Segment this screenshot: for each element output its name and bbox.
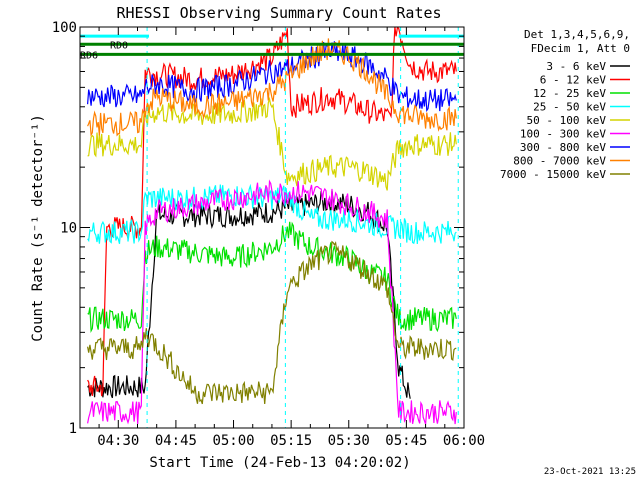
series-line-300-800-kev bbox=[87, 41, 457, 113]
series-line-7000-15000-kev bbox=[87, 240, 457, 405]
axes-group: 04:30 04:45 05:00 05:15 05:30 05:45 06:00 1 10 10… bbox=[52, 20, 485, 449]
series-line-800-7000-kev bbox=[87, 38, 457, 137]
legend-header-line: Det 1,3,4,5,6,9, bbox=[524, 28, 630, 41]
legend-label-7000-15000-kev: 7000 - 15000 keV bbox=[500, 168, 606, 181]
series-line-6-12-kev bbox=[87, 26, 457, 397]
legend-label-3-6-kev: 3 - 6 keV bbox=[546, 60, 606, 73]
y-tick-label: 1 bbox=[69, 421, 77, 437]
x-axis-label: Start Time (24-Feb-13 04:20:02) bbox=[149, 455, 410, 471]
plot-flags-group: RD0 RD6 bbox=[80, 27, 464, 428]
x-tick-label: 05:45 bbox=[385, 433, 427, 449]
legend-label-300-800-kev: 300 - 800 keV bbox=[520, 141, 606, 154]
y-tick-label: 100 bbox=[52, 20, 77, 36]
chart-title: RHESSI Observing Summary Count Rates bbox=[116, 4, 441, 22]
timestamp: 23-Oct-2021 13:25 bbox=[544, 467, 636, 477]
y-axis-label: Count Rate (s⁻¹ detector⁻¹) bbox=[30, 114, 46, 342]
series-line-12-25-kev bbox=[87, 221, 457, 333]
x-tick-label: 05:30 bbox=[328, 433, 370, 449]
legend-label-100-300-kev: 100 - 300 keV bbox=[520, 128, 606, 141]
plot-series-group bbox=[87, 26, 457, 425]
y-tick-label: 10 bbox=[60, 221, 77, 237]
series-line-25-50-kev bbox=[87, 183, 457, 245]
legend-label-800-7000-kev: 800 - 7000 keV bbox=[513, 155, 606, 168]
x-tick-label: 05:00 bbox=[212, 433, 254, 449]
legend: Det 1,3,4,5,6,9,FDecim 1, Att 0 3 - 6 keV… bbox=[500, 28, 630, 181]
legend-label-12-25-kev: 12 - 25 keV bbox=[533, 87, 606, 100]
legend-label-50-100-kev: 50 - 100 keV bbox=[527, 114, 607, 127]
x-tick-label: 04:45 bbox=[155, 433, 197, 449]
x-tick-label: 04:30 bbox=[97, 433, 139, 449]
legend-header-line: FDecim 1, Att 0 bbox=[531, 42, 630, 55]
legend-label-6-12-kev: 6 - 12 keV bbox=[540, 74, 607, 87]
series-line-100-300-kev bbox=[87, 179, 457, 425]
x-tick-label: 05:15 bbox=[270, 433, 312, 449]
flag-label-rd6: RD6 bbox=[80, 50, 98, 61]
flag-label-rd0: RD0 bbox=[110, 40, 128, 51]
x-tick-label: 06:00 bbox=[443, 433, 485, 449]
legend-label-25-50-kev: 25 - 50 keV bbox=[533, 101, 606, 114]
